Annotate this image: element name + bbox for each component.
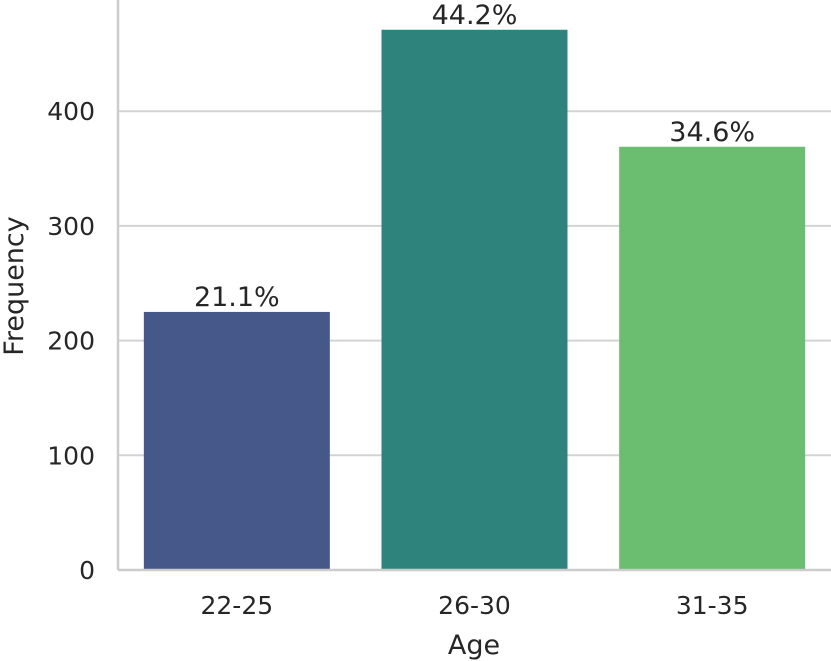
y-tick-label: 300	[47, 212, 95, 241]
y-axis-label: Frequency	[0, 216, 30, 356]
axes	[116, 0, 831, 572]
x-tick-label: 31-35	[676, 591, 749, 620]
x-tick-labels: 22-25 26-30 31-35	[201, 591, 749, 620]
x-tick-label: 26-30	[438, 591, 511, 620]
x-axis-label: Age	[448, 630, 500, 661]
data-label: 44.2%	[432, 0, 518, 31]
bar-31-35	[619, 146, 806, 570]
y-tick-label: 100	[47, 441, 95, 470]
data-label: 21.1%	[194, 282, 280, 313]
bar-26-30	[381, 29, 568, 570]
bar-22-25	[143, 311, 330, 570]
y-tick-label: 400	[47, 97, 95, 126]
y-tick-label: 200	[47, 327, 95, 356]
bars	[143, 29, 806, 570]
data-labels: 21.1% 44.2% 34.6%	[194, 0, 755, 313]
y-tick-labels: 0 100 200 300 400	[47, 97, 95, 585]
x-tick-label: 22-25	[201, 591, 274, 620]
y-tick-label: 0	[79, 556, 95, 585]
data-label: 34.6%	[669, 117, 755, 148]
